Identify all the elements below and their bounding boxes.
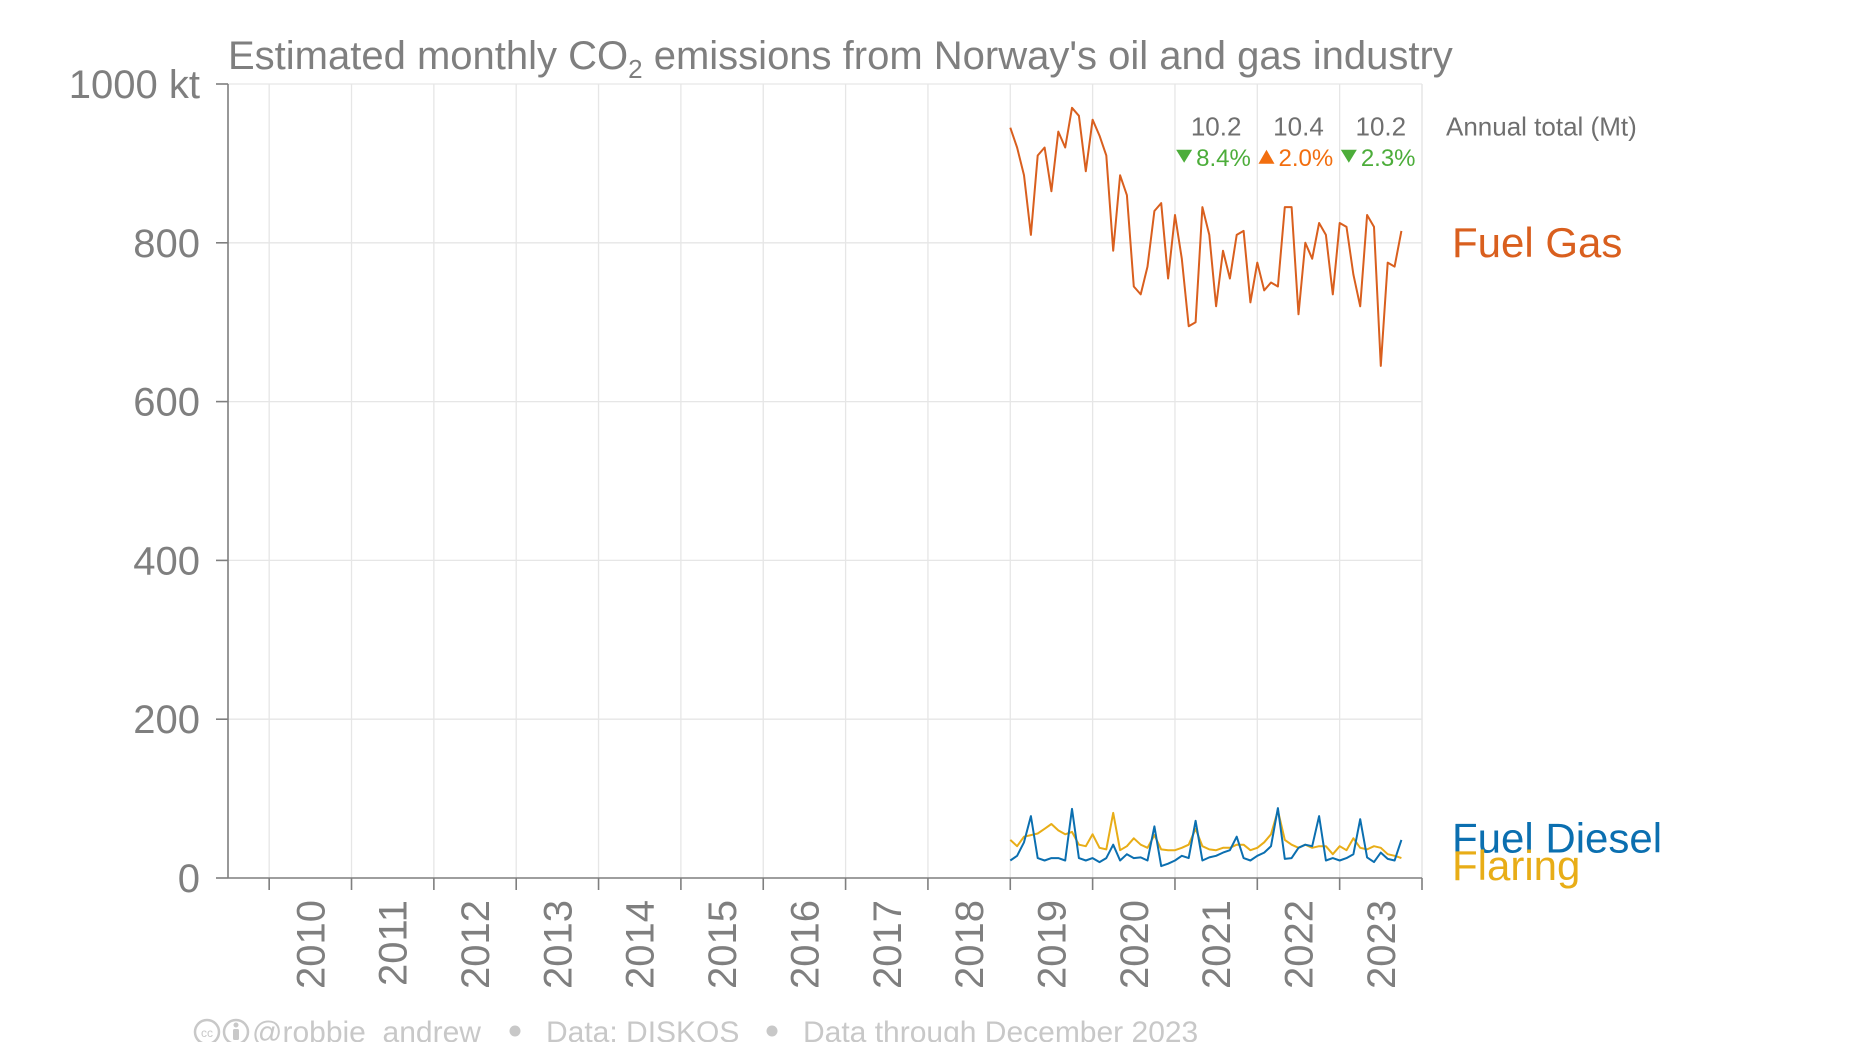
series-label-fuel-gas: Fuel Gas	[1452, 219, 1622, 266]
gridlines	[228, 83, 1423, 878]
svg-text:cc: cc	[201, 1026, 213, 1040]
decrease-arrow-icon	[1176, 149, 1193, 163]
y-tick-label: 0	[178, 857, 200, 901]
series-label-fuel-diesel: Fuel Diesel	[1452, 814, 1662, 861]
x-tick-label: 2015	[701, 900, 745, 989]
x-tick-label: 2013	[536, 900, 580, 989]
y-tick-label: 400	[133, 539, 200, 583]
footer-source: Data: DISKOS	[546, 1016, 739, 1042]
x-tick-label: 2019	[1030, 900, 1074, 989]
series-label-flaring: Flaring	[1452, 842, 1580, 889]
attribution-icon	[222, 1018, 250, 1042]
axes: 0 200 400 600 800 1000 kt 2010 2011 2012 2013 2014…	[69, 63, 1423, 989]
x-tick-label: 2018	[948, 900, 992, 989]
x-tick-label: 2016	[783, 900, 827, 989]
footer-separator-dot	[509, 1025, 521, 1037]
x-tick-label: 2022	[1277, 900, 1321, 989]
increase-arrow-icon	[1258, 149, 1275, 164]
footer: cc @robbie_andrew Data: DISKOS Data thro…	[193, 1016, 1198, 1042]
series-line-fuel-gas	[1009, 106, 1403, 367]
footer-coverage: Data through December 2023	[803, 1016, 1198, 1042]
footer-handle: @robbie_andrew	[252, 1016, 481, 1042]
decrease-arrow-icon	[1340, 149, 1357, 163]
annual-total-value: 10.4	[1273, 112, 1324, 142]
y-tick-label: 800	[133, 222, 200, 266]
x-tick-label: 2012	[454, 900, 498, 989]
footer-separator-dot	[766, 1025, 778, 1037]
y-unit-label: 1000 kt	[69, 63, 200, 107]
annual-total-annotations: 10.2 8.4% 10.4 2.0% 10.2 2.3% Annual total (Mt…	[1176, 112, 1637, 172]
annual-total-value: 10.2	[1191, 112, 1242, 142]
x-tick-label: 2021	[1195, 900, 1239, 989]
chart-title: Estimated monthly CO2 emissions from Nor…	[228, 34, 1453, 84]
x-tick-label: 2017	[866, 900, 910, 989]
y-tick-label: 600	[133, 381, 200, 425]
annual-change-percent: 2.0%	[1278, 145, 1333, 172]
annual-total-header: Annual total (Mt)	[1446, 112, 1637, 142]
y-tick-label: 200	[133, 698, 200, 742]
series-lines	[1009, 106, 1403, 868]
x-tick-label: 2011	[372, 900, 416, 986]
annual-total-value: 10.2	[1356, 112, 1407, 142]
cc-license-icon: cc	[193, 1018, 221, 1042]
x-tick-label: 2020	[1113, 900, 1157, 989]
annual-change-percent: 8.4%	[1196, 145, 1251, 172]
series-line-fuel-diesel	[1009, 807, 1403, 868]
x-tick-label: 2014	[619, 900, 663, 989]
x-tick-label: 2010	[289, 900, 333, 989]
annual-change-percent: 2.3%	[1361, 145, 1416, 172]
x-tick-label: 2023	[1360, 900, 1404, 989]
